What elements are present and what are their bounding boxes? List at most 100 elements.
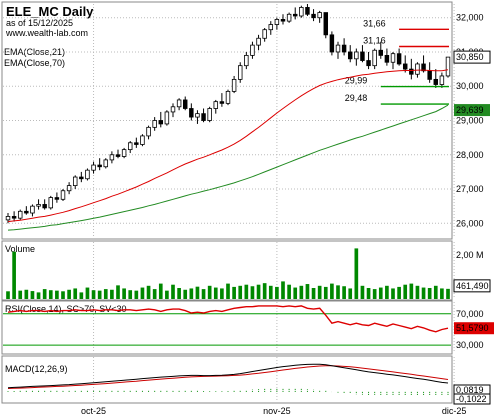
volume-bar [427,288,432,299]
volume-last-badge [453,279,491,293]
candle-body [433,78,439,85]
last-price-badge [453,50,491,64]
rsi-series [3,305,451,346]
volume-bar [189,288,194,299]
volume-bar [421,287,426,299]
candle-body [231,78,237,92]
volume-bar [433,285,438,299]
as-of-date: as of 15/12/2025 [6,18,73,28]
candle-body [219,101,225,104]
candle-body [378,49,384,56]
chart-title: ELE_MC Daily [6,4,94,19]
candle-body [421,63,426,72]
ema70-badge [454,104,490,117]
price-series [5,4,451,224]
candle-body [42,204,47,209]
y-tick-label: 26,000 [456,218,484,228]
volume-bar [323,286,328,299]
candle-body [256,37,261,46]
macd-line [7,363,449,389]
volume-bar [299,285,304,299]
volume-bar [30,291,35,299]
volume-bar [79,292,84,299]
candle-body [384,54,390,63]
volume-bar [158,283,163,299]
ema21-line [7,69,449,223]
volume-bar [177,288,181,299]
ema70-value-label: 29,639 [456,105,484,115]
candle-body [97,164,102,168]
rsi-title: RSI(Close,14), SC>70, SV<30 [5,304,127,314]
candle-body [103,159,109,168]
candle-body [225,90,231,104]
volume-bar [42,289,47,299]
candle-body [195,113,200,118]
candle-body [5,216,11,221]
volume-bar [287,284,291,299]
candle-body [146,126,151,137]
level-label: 31,16 [363,35,386,45]
volume-bar [152,289,157,299]
volume-bar [403,284,408,299]
candle-body [360,51,365,61]
rsi-badge [454,322,494,335]
macd-series [7,363,449,396]
candle-body [409,68,414,75]
rsi-last-label: 51,5790 [456,323,489,333]
volume-last-label: 461,490 [456,281,489,291]
volume-bar [238,285,243,299]
volume-bar [183,289,188,299]
volume-bar [226,283,230,299]
candle-body [445,56,451,77]
volume-bar [6,291,10,299]
volume-bar [195,286,200,299]
price-panel-frame [1,1,453,240]
candle-body [323,12,329,36]
ema70-line [7,104,449,231]
volume-bar [372,289,377,299]
volume-bar [354,248,359,299]
candle-body [213,101,219,109]
macd-hist-badge [453,393,491,405]
volume-bar [213,287,218,299]
volume-y-tick: 2,00 M [456,250,484,260]
candle-body [182,99,188,109]
rsi-y-tick: 70,000 [456,309,484,319]
volume-bar [18,290,23,299]
volume-bar [385,285,389,299]
rsi-y-tick: 30,000 [456,340,484,350]
candle-body [127,142,133,151]
volume-bar [91,290,96,299]
candle-body [237,65,243,80]
axis-labels: oct-25nov-25dic-2532,00031,00030,00029,0… [81,13,494,416]
candle-body [402,63,408,70]
candle-body [415,63,420,75]
volume-bar [140,287,145,299]
volume-bar [220,288,224,299]
x-tick-label: nov-25 [263,406,291,416]
level-label: 31,66 [363,18,386,28]
candle-body [11,216,17,219]
macd-panel-frame [1,355,453,404]
volume-bar [207,285,212,299]
volume-bar [348,288,353,299]
legend-ema21: EMA(Close,21) [4,47,65,57]
volume-bar [360,285,365,299]
volume-bar [440,288,444,299]
y-tick-label: 30,000 [456,81,484,91]
candle-body [317,12,322,19]
volume-bar [97,290,102,299]
volume-bar [378,287,383,299]
candle-body [85,169,90,180]
candle-body [115,154,121,157]
x-tick-label: dic-25 [442,406,467,416]
candle-body [201,113,206,121]
volume-bar [55,290,59,299]
candle-body [347,51,353,60]
y-tick-label: 29,000 [456,116,484,126]
y-tick-label: 27,000 [456,184,484,194]
rsi-line [7,305,449,333]
volume-bar [110,289,114,299]
candle-body [17,210,23,219]
